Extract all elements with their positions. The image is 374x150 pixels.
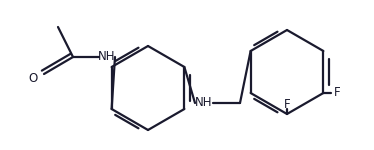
Text: F: F bbox=[334, 87, 341, 99]
Text: NH: NH bbox=[195, 96, 213, 110]
Text: O: O bbox=[28, 72, 38, 84]
Text: F: F bbox=[284, 98, 290, 111]
Text: NH: NH bbox=[98, 51, 116, 63]
